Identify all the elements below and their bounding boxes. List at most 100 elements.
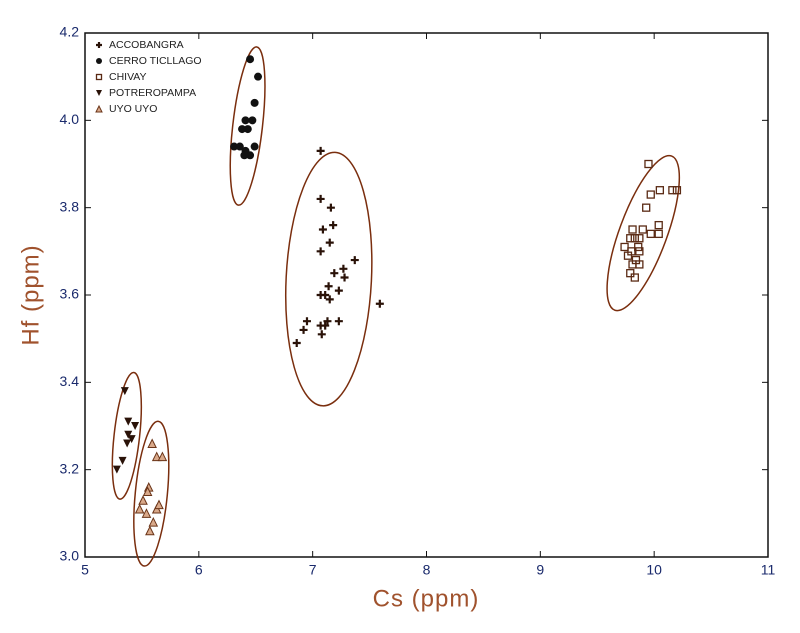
x-tick-label: 8 — [423, 562, 431, 578]
legend-label: ACCOBANGRA — [109, 39, 184, 51]
point — [672, 186, 682, 195]
y-tick-label: 3.2 — [60, 460, 80, 476]
point — [124, 430, 133, 439]
point — [623, 251, 633, 260]
point — [339, 264, 348, 273]
y-tick-label: 3.8 — [60, 198, 80, 214]
confidence-ellipse — [111, 371, 143, 500]
y-tick-label: 4.2 — [60, 24, 80, 40]
point — [325, 238, 334, 247]
point — [120, 387, 129, 396]
point — [112, 465, 121, 474]
point — [246, 151, 255, 160]
x-tick-label: 10 — [646, 562, 662, 578]
point — [118, 456, 127, 465]
point — [240, 151, 249, 160]
point — [638, 225, 647, 234]
legend-marker — [96, 58, 102, 64]
point — [628, 225, 637, 234]
y-axis-label: Hf (ppm) — [17, 244, 44, 345]
point — [646, 229, 655, 239]
point — [134, 503, 145, 514]
point — [317, 330, 326, 339]
point — [620, 242, 629, 252]
point — [630, 273, 639, 282]
point — [330, 269, 339, 278]
point — [655, 186, 665, 195]
point — [147, 438, 157, 448]
point — [626, 234, 635, 243]
legend-marker — [95, 104, 103, 113]
point — [250, 98, 259, 107]
point — [329, 221, 338, 230]
point — [350, 256, 359, 265]
point — [299, 325, 308, 334]
point — [646, 190, 655, 199]
point — [124, 417, 133, 426]
legend-label: CERRO TICLLAGO — [109, 55, 202, 67]
confidence-ellipse — [606, 154, 681, 312]
point — [654, 229, 663, 239]
point — [321, 321, 330, 330]
y-tick-label: 3.0 — [60, 548, 80, 564]
point — [246, 55, 255, 64]
point — [230, 142, 239, 151]
legend-label: CHIVAY — [109, 71, 147, 83]
point — [235, 142, 244, 151]
point — [123, 439, 132, 448]
point — [145, 525, 155, 536]
confidence-ellipse — [229, 46, 266, 206]
point — [318, 225, 327, 234]
x-tick-label: 5 — [81, 562, 89, 578]
point — [340, 273, 349, 282]
y-tick-label: 3.4 — [60, 373, 80, 389]
point — [142, 486, 153, 496]
legend-label: POTREROPAMPA — [109, 87, 196, 99]
point — [151, 451, 162, 462]
point — [131, 422, 140, 430]
point — [323, 317, 332, 326]
point — [250, 142, 259, 151]
y-tick-label: 3.6 — [60, 286, 80, 302]
x-axis-label: Cs (ppm) — [373, 585, 480, 612]
point — [334, 286, 343, 295]
point — [326, 203, 335, 212]
point — [154, 499, 164, 510]
point — [626, 269, 635, 278]
point — [254, 72, 263, 81]
point — [375, 299, 384, 308]
point — [316, 247, 325, 256]
point — [668, 186, 677, 195]
point — [241, 116, 250, 125]
point — [630, 234, 639, 243]
legend-marker — [95, 73, 103, 81]
point — [642, 203, 651, 212]
point — [324, 282, 333, 291]
x-tick-label: 6 — [195, 562, 203, 578]
point — [292, 339, 301, 348]
point — [138, 495, 148, 505]
point — [334, 317, 343, 326]
y-tick-label: 4.0 — [60, 111, 80, 127]
point — [634, 242, 643, 252]
legend-marker — [96, 42, 102, 48]
point — [654, 220, 663, 230]
plot-frame — [84, 32, 769, 558]
x-tick-label: 9 — [536, 562, 544, 578]
point — [316, 194, 325, 203]
point — [248, 116, 257, 125]
point — [635, 234, 644, 243]
point — [628, 260, 637, 269]
point — [325, 295, 334, 304]
legend-label: UYO UYO — [109, 103, 157, 115]
x-tick-label: 7 — [309, 562, 317, 578]
point — [243, 125, 252, 134]
point — [635, 247, 644, 256]
legend-marker — [96, 90, 102, 96]
x-tick-label: 11 — [761, 562, 776, 578]
point — [141, 508, 152, 518]
point — [644, 159, 653, 169]
point — [127, 435, 136, 444]
point — [148, 516, 159, 527]
